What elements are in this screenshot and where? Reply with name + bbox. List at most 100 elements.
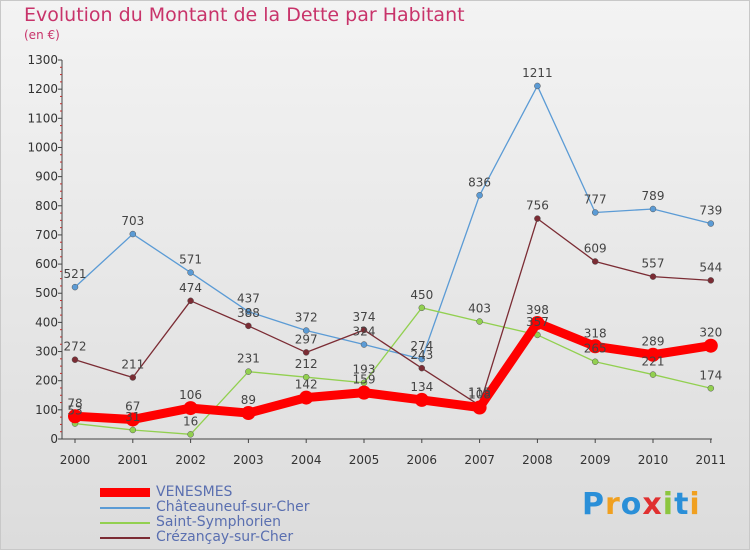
- data-point: [357, 385, 371, 400]
- data-point: [707, 220, 715, 227]
- y-tick-label: 1300: [27, 53, 58, 67]
- data-point: [646, 347, 660, 362]
- data-label: 106: [179, 388, 202, 402]
- legend: VENESMES Châteauneuf-sur-Cher Saint-Sympho…: [100, 485, 309, 545]
- data-point: [472, 400, 487, 415]
- data-point: [245, 322, 252, 330]
- data-label: 320: [699, 326, 722, 340]
- data-label: 231: [237, 352, 260, 366]
- data-label: 265: [584, 342, 607, 356]
- data-point: [245, 308, 252, 315]
- y-tick-label: 200: [35, 374, 58, 388]
- y-tick-label: 1000: [27, 140, 58, 154]
- x-tick-label: 2010: [638, 453, 669, 467]
- data-label: 159: [353, 373, 376, 387]
- data-label: 89: [241, 393, 256, 407]
- data-label: 16: [183, 414, 198, 428]
- data-label: 212: [295, 357, 318, 371]
- data-label: 372: [295, 311, 318, 325]
- proxiti-logo: Proxiti: [582, 487, 701, 522]
- x-tick-label: 2004: [291, 453, 322, 467]
- data-label: 272: [64, 340, 87, 354]
- unit-label: (en €): [24, 28, 60, 42]
- data-label: 756: [526, 199, 549, 213]
- data-point: [476, 192, 483, 199]
- data-point: [125, 412, 140, 427]
- data-point: [71, 283, 79, 291]
- data-label: 398: [526, 303, 549, 317]
- y-tick-label: 0: [50, 432, 58, 446]
- y-tick-label: 900: [35, 170, 58, 184]
- legend-swatch: [100, 506, 150, 509]
- data-point: [68, 409, 82, 424]
- data-label: 357: [526, 315, 549, 329]
- data-point: [360, 341, 368, 348]
- data-label: 289: [642, 335, 665, 349]
- data-point: [530, 315, 545, 330]
- data-point: [534, 82, 541, 90]
- data-label: 571: [179, 253, 202, 267]
- y-tick-label: 300: [35, 345, 58, 359]
- data-point: [649, 273, 657, 280]
- y-tick-label: 600: [35, 257, 58, 271]
- data-label: 388: [237, 306, 260, 320]
- legend-swatch: [100, 521, 150, 524]
- data-point: [187, 431, 194, 438]
- data-point: [360, 326, 368, 334]
- data-point: [241, 406, 256, 421]
- y-tick-label: 800: [35, 199, 58, 213]
- data-point: [129, 426, 137, 434]
- data-point: [591, 209, 599, 216]
- data-point: [703, 338, 718, 353]
- data-label: 142: [295, 378, 318, 392]
- data-label: 134: [410, 380, 433, 394]
- data-label: 53: [67, 404, 82, 418]
- data-label: 557: [642, 257, 665, 271]
- data-point: [476, 318, 483, 325]
- data-point: [418, 364, 426, 372]
- data-point: [591, 258, 599, 265]
- data-label: 609: [584, 241, 607, 255]
- x-tick-label: 2005: [349, 453, 380, 467]
- data-label: 318: [584, 326, 607, 340]
- data-label: 108: [468, 388, 491, 402]
- data-point: [187, 269, 194, 276]
- y-tick-label: 100: [35, 403, 58, 417]
- data-label: 115: [468, 385, 491, 399]
- data-label: 1211: [522, 66, 553, 80]
- legend-label: VENESMES: [156, 484, 233, 500]
- data-point: [588, 339, 603, 354]
- data-label: 789: [642, 189, 665, 203]
- legend-item: Châteauneuf-sur-Cher: [100, 500, 309, 515]
- x-tick-label: 2007: [464, 453, 495, 467]
- data-point: [707, 385, 715, 392]
- legend-item: VENESMES: [100, 485, 309, 500]
- data-point: [129, 374, 137, 381]
- data-label: 703: [121, 214, 144, 228]
- data-label: 297: [295, 332, 318, 346]
- series-line: [74, 307, 711, 435]
- data-point: [71, 356, 79, 363]
- data-label: 193: [353, 363, 376, 377]
- x-tick-label: 2000: [60, 453, 91, 467]
- data-point: [245, 368, 252, 375]
- legend-swatch: [100, 536, 150, 539]
- x-tick-label: 2001: [118, 453, 149, 467]
- x-tick-label: 2003: [233, 453, 264, 467]
- data-point: [129, 230, 137, 238]
- legend-label: Saint-Symphorien: [156, 514, 282, 530]
- x-tick-label: 2008: [522, 453, 553, 467]
- data-label: 777: [584, 192, 607, 206]
- data-label: 474: [179, 281, 202, 295]
- x-tick-label: 2002: [175, 453, 206, 467]
- data-label: 403: [468, 302, 491, 316]
- series-line: [74, 217, 711, 407]
- data-point: [414, 392, 429, 407]
- x-tick-label: 2006: [407, 453, 438, 467]
- data-label: 221: [642, 355, 665, 369]
- data-label: 836: [468, 175, 491, 189]
- data-point: [302, 349, 310, 356]
- chart-title: Evolution du Montant de la Dette par Hab…: [24, 4, 465, 26]
